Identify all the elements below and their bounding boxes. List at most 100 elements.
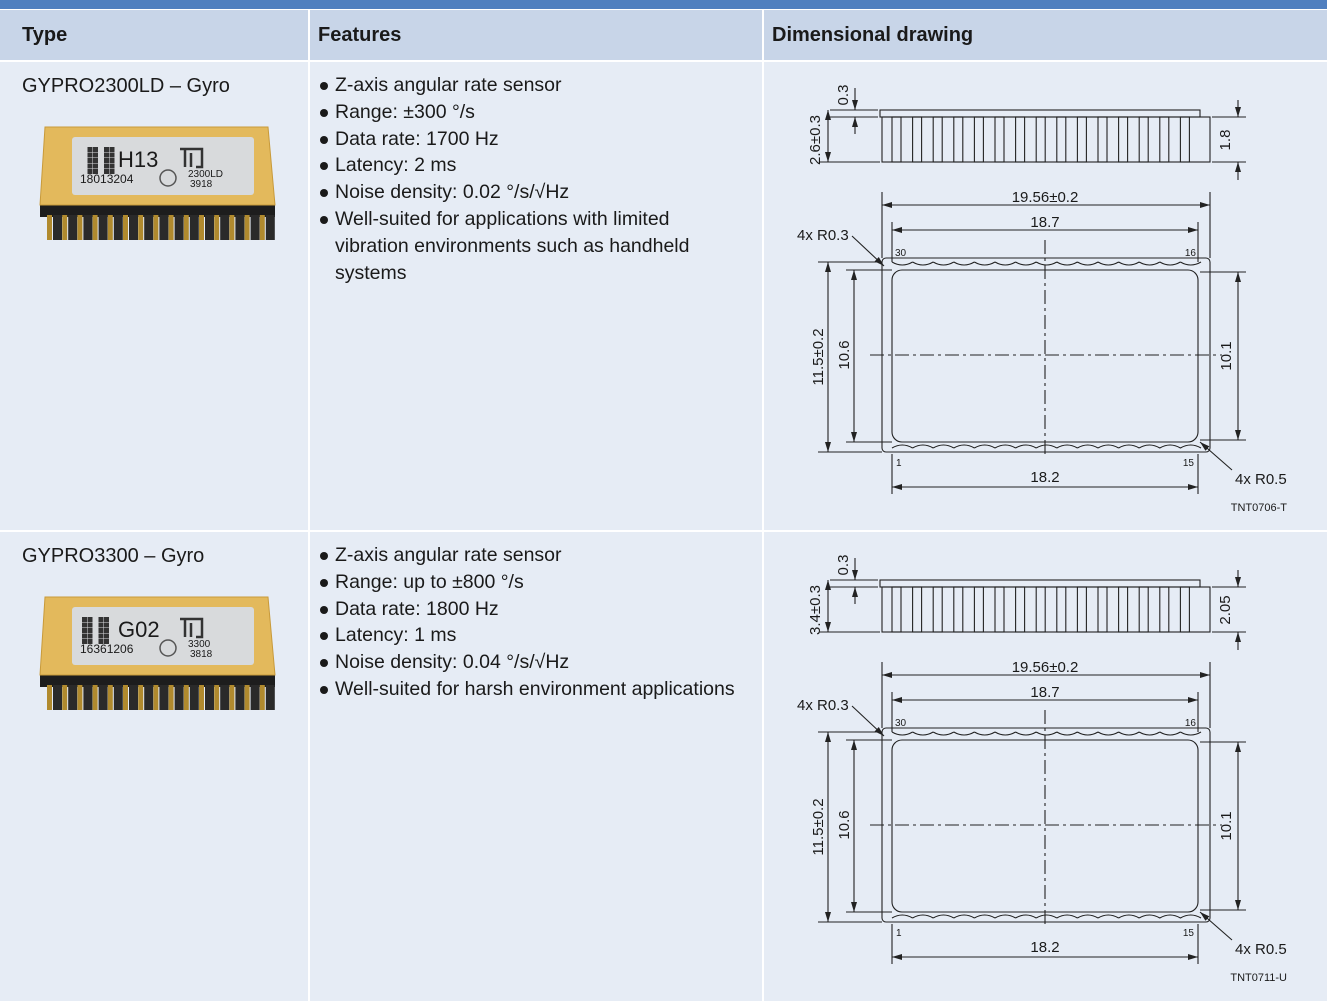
feature: Data rate: 1700 Hz <box>318 126 738 153</box>
qr-cell <box>109 158 115 163</box>
chip-pin-gap <box>83 215 93 240</box>
feature: Well-suited for applications with limite… <box>318 206 738 286</box>
qr-cell <box>104 152 109 158</box>
chip-pin-gap <box>68 215 78 240</box>
chip-mark <box>159 169 177 187</box>
chip-pin <box>199 215 204 240</box>
chip-pin-gap <box>68 685 78 710</box>
side-pin <box>932 116 943 163</box>
chip-pin <box>259 685 265 710</box>
drawing-label: 1.8 <box>1217 130 1234 151</box>
chip-pin <box>229 215 235 240</box>
chip-mark <box>159 639 177 657</box>
drawing-label: 4x R0.5 <box>1235 471 1287 488</box>
side-pin <box>1097 586 1108 633</box>
chip-pin <box>183 685 189 710</box>
drawing-label: 10.1 <box>1218 341 1235 370</box>
chip-pin <box>92 215 98 240</box>
side-pin <box>973 116 984 163</box>
dim-line <box>851 705 885 737</box>
chip-pin-gap <box>189 685 199 710</box>
side-pin <box>1159 116 1170 163</box>
drawing-label: 19.56±0.2 <box>1012 659 1079 676</box>
chip-pin <box>62 215 68 240</box>
qr-cell <box>87 633 93 639</box>
feature: Noise density: 0.02 °/s/√Hz <box>318 179 738 206</box>
qr-cell <box>104 633 109 639</box>
side-top <box>879 109 1201 118</box>
chip-pin-gap <box>235 215 245 240</box>
drawing-label: 2.6±0.3 <box>807 115 824 165</box>
qr-cell <box>104 147 109 152</box>
chip-pin <box>214 685 220 710</box>
chip-pin-gap <box>189 215 199 240</box>
chip-pin-gap <box>129 685 138 710</box>
drawing-label: 18.7 <box>1030 684 1059 701</box>
chip-pin <box>123 685 128 710</box>
drawing-label: 18.2 <box>1030 469 1059 486</box>
side-pin <box>1035 586 1046 633</box>
chip-model: 3300 <box>188 639 211 650</box>
qr-cell <box>98 628 104 633</box>
chip-pin-gap <box>174 685 184 710</box>
side-pin <box>1076 116 1087 163</box>
header-type: Type <box>0 10 308 60</box>
chip-pin-gap <box>159 215 169 240</box>
chip-logo <box>180 617 204 639</box>
chip-label <box>72 137 254 195</box>
drawing-label: 4x R0.3 <box>797 697 849 714</box>
chip-serial: 18013204 <box>80 172 134 186</box>
side-pin <box>912 116 923 163</box>
qr-cell <box>104 169 109 174</box>
chip-pin <box>214 215 220 240</box>
qr-cell <box>93 152 98 158</box>
chip-code: H13 <box>118 147 158 172</box>
side-pin <box>994 586 1005 633</box>
drawing-label: 0.3 <box>835 555 852 576</box>
chip-pin <box>153 215 159 240</box>
feature: Well-suited for harsh environment applic… <box>318 676 738 703</box>
chip-pin <box>138 215 144 240</box>
qr-cell <box>104 639 109 644</box>
chip-label <box>72 607 254 665</box>
feature: Z-axis angular rate sensor <box>318 72 738 99</box>
qr-cell <box>87 152 93 158</box>
chip-pin-gap <box>220 215 230 240</box>
drawing-label: 30 <box>895 248 907 259</box>
side-pin <box>1179 586 1190 633</box>
drawing-label: 1 <box>896 928 902 939</box>
qr-cell <box>104 158 109 163</box>
dim-line <box>1199 441 1233 471</box>
side-body <box>881 116 1211 163</box>
qr-cell <box>87 147 93 152</box>
chip-pin <box>123 215 128 240</box>
castellations-top <box>891 731 1202 736</box>
drawing-label: 10.6 <box>836 810 853 839</box>
qr-cell <box>82 622 87 628</box>
chip-pin <box>77 685 83 710</box>
qr-cell <box>104 163 109 169</box>
chip-pin <box>244 685 250 710</box>
dim-line <box>851 235 885 267</box>
feature-list: Z-axis angular rate sensor Range: up to ±… <box>318 542 738 703</box>
chip-pin <box>92 685 98 710</box>
drawing-label: 10.1 <box>1218 811 1235 840</box>
side-pin <box>1138 116 1149 163</box>
chip-pin <box>199 685 204 710</box>
qr-cell <box>109 163 115 169</box>
feature: Latency: 1 ms <box>318 622 738 649</box>
chip-model: 2300LD <box>188 169 223 180</box>
chip-pin-gap <box>98 685 108 710</box>
castellations-top <box>891 261 1202 266</box>
qr-cell <box>82 639 87 644</box>
qr-cell <box>93 163 98 169</box>
chip-pin-gap <box>235 685 245 710</box>
qr-cell <box>82 617 87 622</box>
qr-cell <box>87 628 93 633</box>
drawing-label: 18.2 <box>1030 939 1059 956</box>
side-pin <box>1056 116 1067 163</box>
chip-pin <box>77 215 83 240</box>
chip-pin <box>153 685 159 710</box>
side-pin <box>1118 586 1129 633</box>
